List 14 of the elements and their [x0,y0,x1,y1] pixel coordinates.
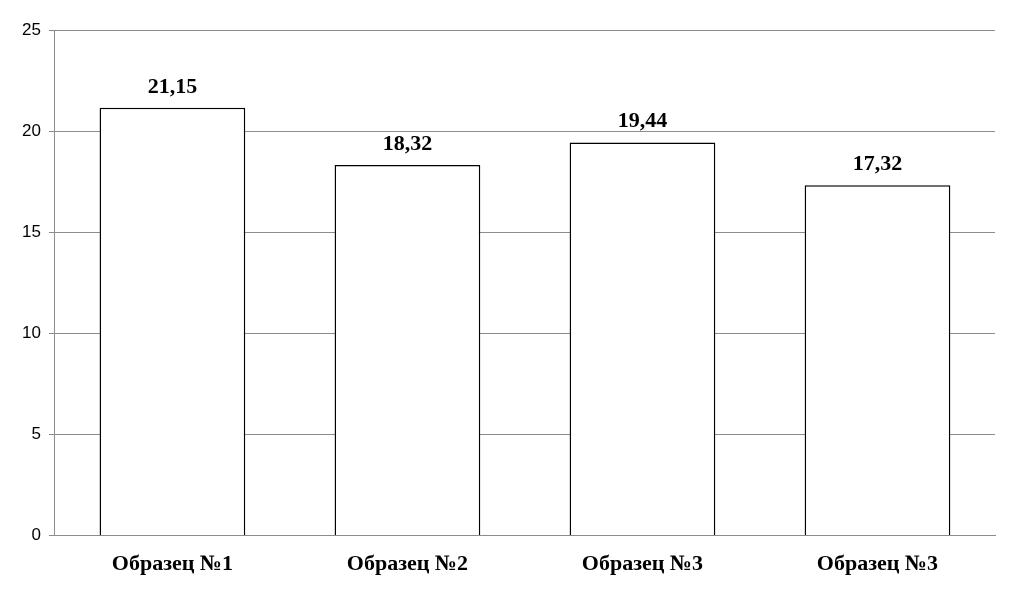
y-tick-label: 10 [21,323,41,343]
y-tick-label: 15 [21,221,41,241]
y-tick-label: 0 [31,525,41,545]
data-label: 18,32 [382,129,433,155]
data-label: 17,32 [852,150,903,176]
y-tick-label: 25 [21,19,41,39]
x-tick-label: Образец №1 [111,550,234,576]
x-tick-label: Образец №3 [816,550,939,576]
x-tick-label: Образец №2 [346,550,469,576]
y-tick-label: 5 [31,424,41,444]
y-tick-label: 20 [21,120,41,140]
data-label: 19,44 [617,107,668,133]
x-tick-label: Образец №3 [581,550,704,576]
data-label: 21,15 [147,72,198,98]
